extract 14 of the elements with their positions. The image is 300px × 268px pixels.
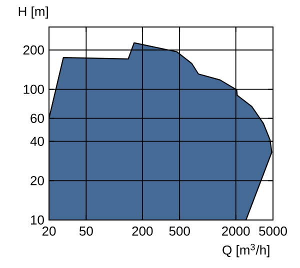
x-axis-title: Q [m$^{3}$/h] <box>222 244 270 258</box>
x-tick-label: 5000 <box>259 226 287 236</box>
y-tick-label: 40 <box>30 136 44 146</box>
x-tick-label: 50 <box>79 226 93 236</box>
y-tick-label: 20 <box>30 176 44 186</box>
y-axis-title: H [m] <box>18 6 48 19</box>
x-tick-label: 20 <box>42 226 56 236</box>
y-tick-label: 10 <box>30 215 44 225</box>
x-tick-label: 2000 <box>222 226 250 236</box>
y-tick-label: 60 <box>30 114 44 123</box>
x-tick-label: 500 <box>169 226 190 236</box>
y-tick-label: 200 <box>23 45 44 55</box>
y-tick-label: 100 <box>24 84 44 94</box>
x-tick-label: 200 <box>132 226 153 236</box>
